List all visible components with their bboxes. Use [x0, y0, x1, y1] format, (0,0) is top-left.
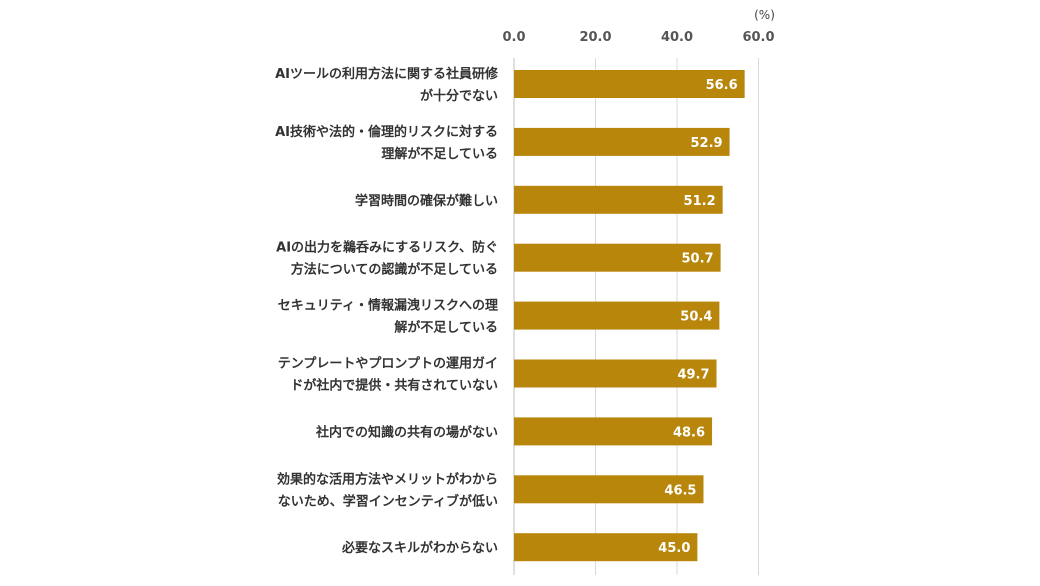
category-label: ないため、学習インセンティブが低い	[278, 493, 498, 509]
category-label: 効果的な活用方法やメリットがわから	[277, 471, 498, 487]
bar-value-label: 56.6	[706, 78, 738, 93]
bar-value-label: 50.4	[680, 310, 712, 325]
bars: 56.6 52.9 51.2 50.7 50.4 49.7 48.6 46.5 45.0	[514, 70, 745, 562]
x-axis-ticks: 0.0 20.0 40.0 60.0	[502, 30, 774, 45]
bar	[514, 533, 698, 562]
bar-value-label: 52.9	[690, 136, 722, 151]
category-label: 学習時間の確保が難しい	[355, 193, 498, 209]
bar	[514, 70, 745, 98]
category-label: AI技術や法的・倫理的リスクに対する	[275, 124, 498, 140]
category-label: 社内での知識の共有の場がない	[315, 424, 498, 440]
x-tick-label: 20.0	[579, 30, 611, 45]
x-tick-label: 0.0	[502, 30, 525, 45]
bar	[514, 301, 720, 330]
category-label: ドが社内で提供・共有されていない	[290, 378, 498, 394]
bar	[514, 243, 721, 272]
bar	[514, 127, 730, 156]
bar-value-label: 48.6	[673, 425, 705, 440]
bar-value-label: 45.0	[658, 541, 690, 556]
bar	[514, 359, 717, 388]
bar-value-label: 46.5	[664, 483, 696, 498]
category-label: が十分でない	[420, 88, 498, 104]
category-label: 解が不足している	[393, 320, 498, 336]
bar-value-label: 49.7	[677, 368, 709, 383]
bar-value-label: 51.2	[684, 194, 716, 209]
category-label: AIツールの利用方法に関する社員研修	[275, 66, 499, 82]
bar-value-label: 50.7	[682, 252, 714, 267]
x-tick-label: 60.0	[742, 30, 774, 45]
category-label: 理解が不足している	[381, 146, 498, 162]
bar	[514, 417, 713, 446]
category-label: テンプレートやプロンプトの運用ガイ	[278, 357, 498, 372]
bar	[514, 185, 723, 214]
x-tick-label: 40.0	[661, 30, 693, 45]
bar	[514, 475, 704, 504]
category-label: 必要なスキルがわからない	[341, 540, 498, 556]
category-label: セキュリティ・情報漏洩リスクへの理	[278, 298, 498, 314]
category-label: 方法についての認識が不足している	[291, 262, 498, 278]
unit-label: (%)	[754, 8, 775, 22]
category-label: AIの出力を鵜呑みにするリスク、防ぐ	[276, 240, 498, 256]
